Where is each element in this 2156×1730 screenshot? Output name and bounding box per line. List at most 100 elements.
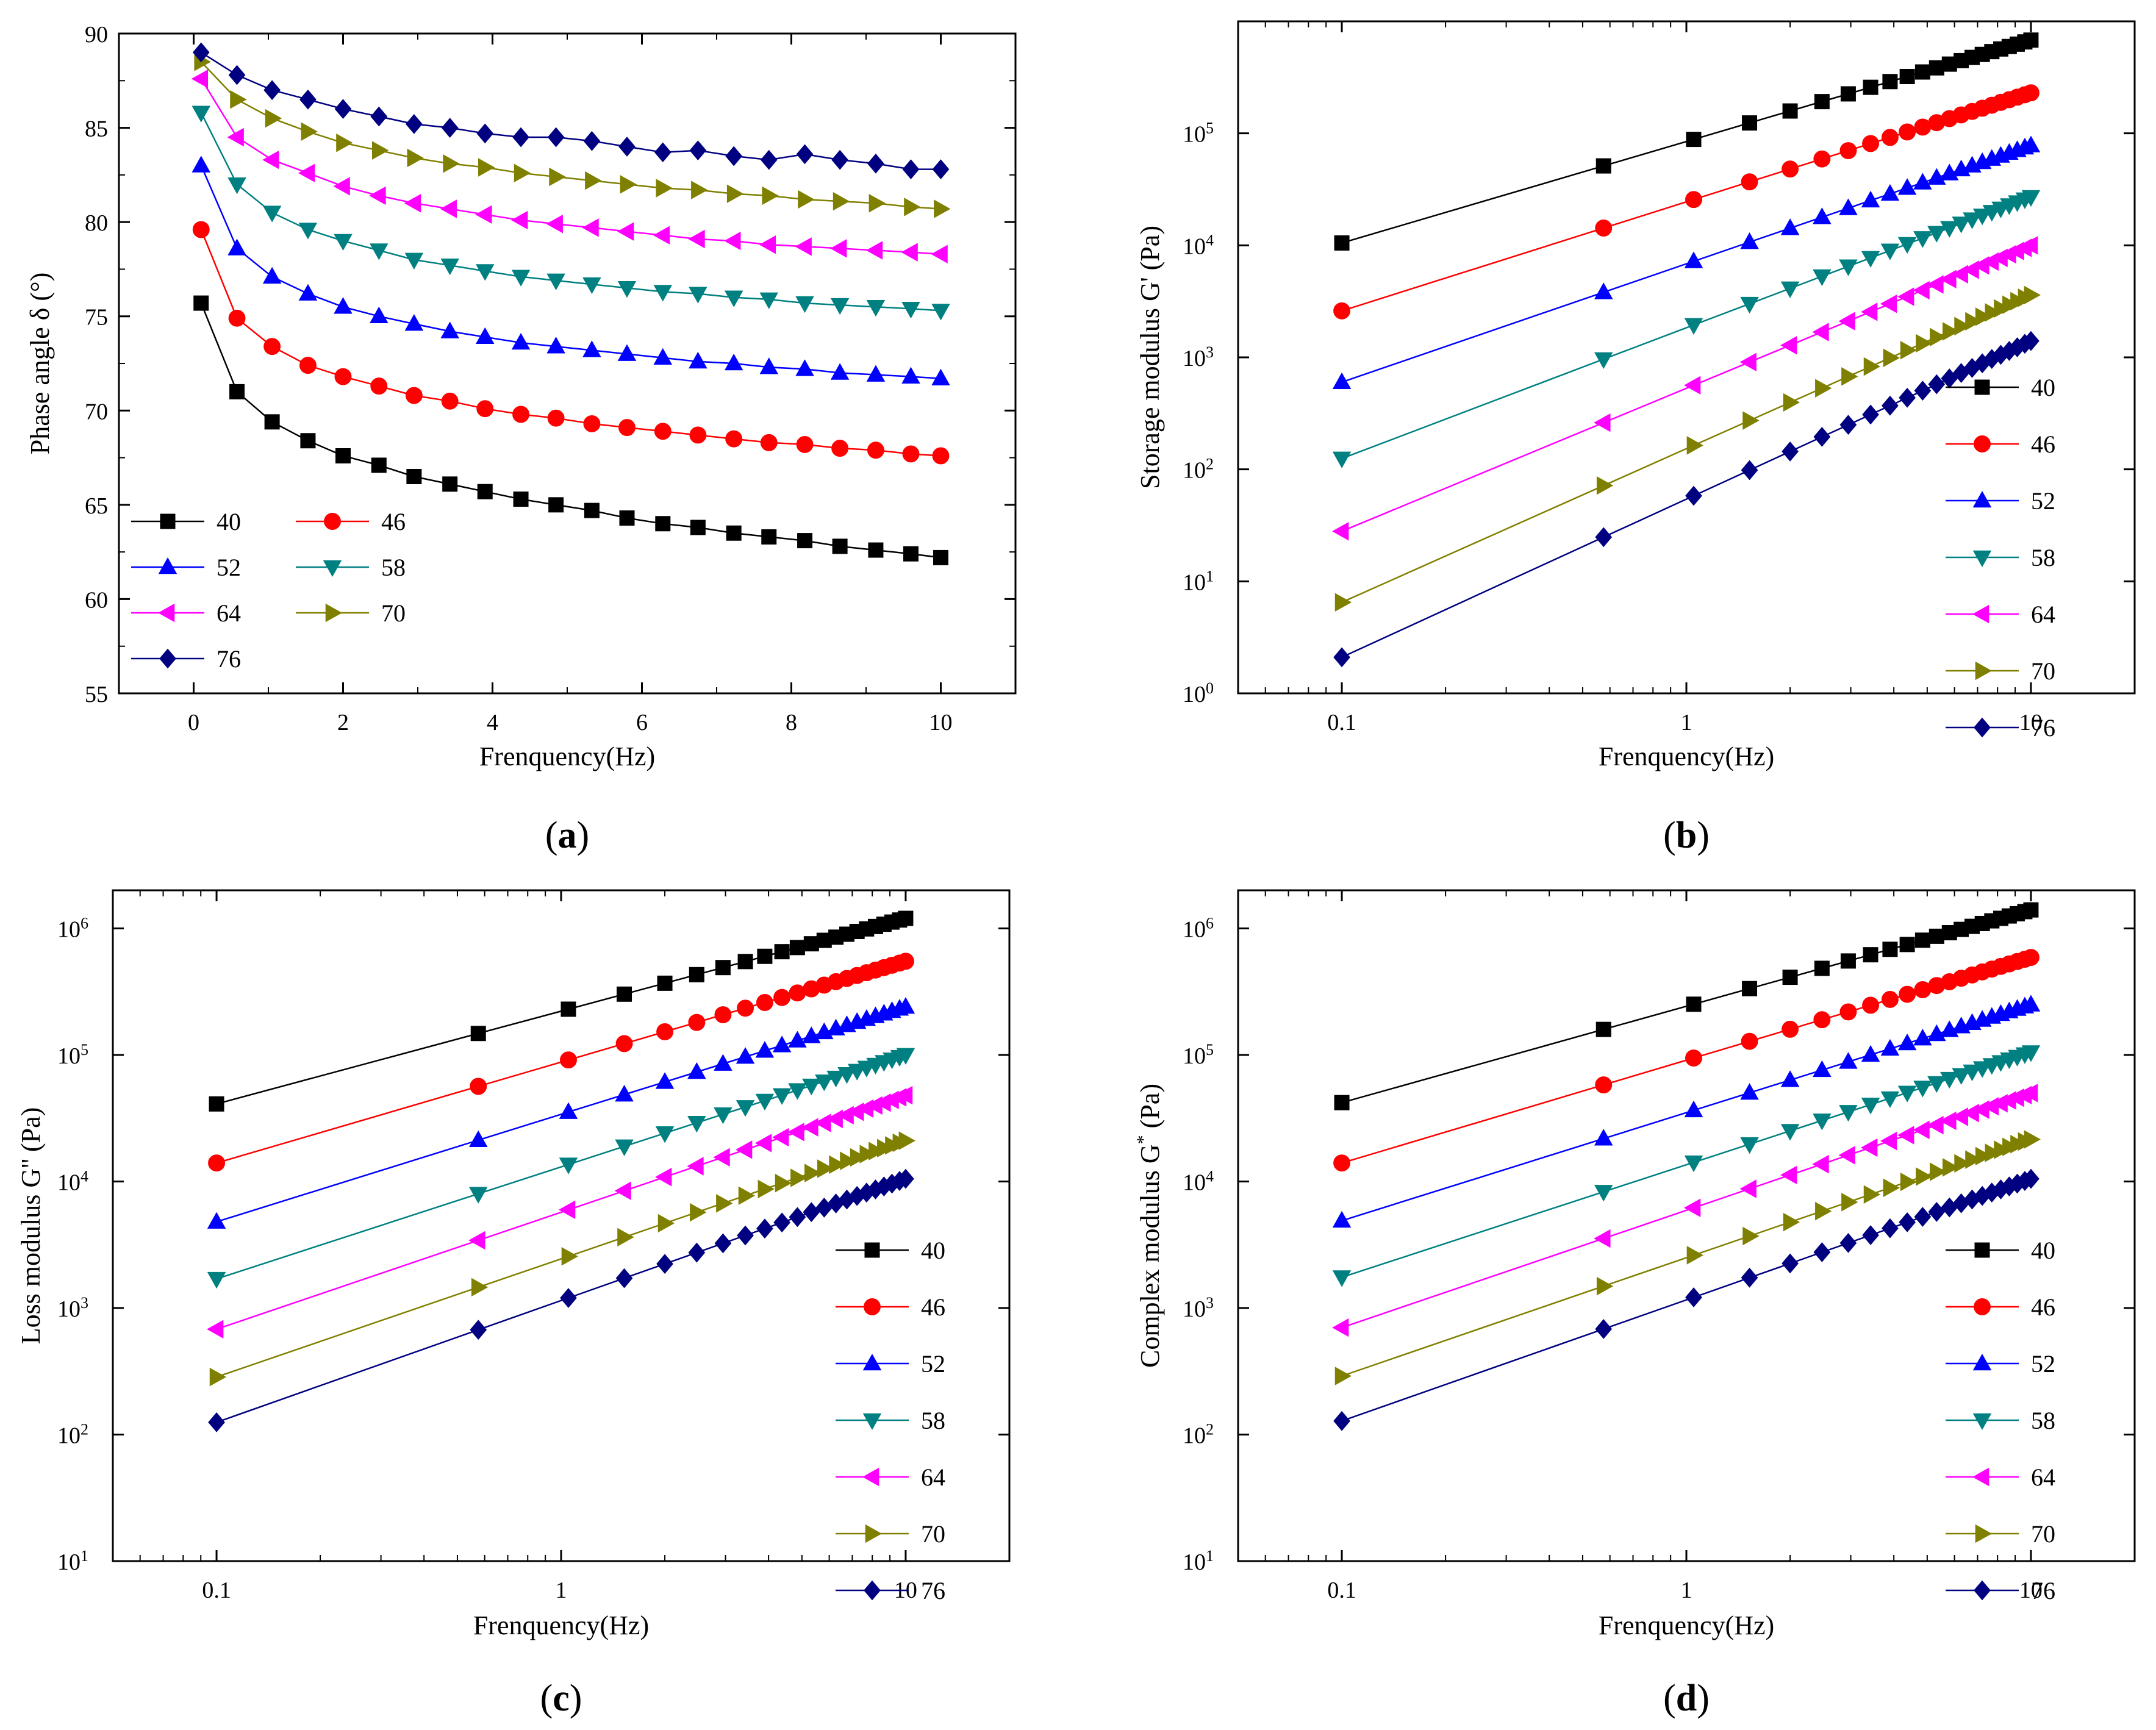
data-point xyxy=(1897,1033,1917,1051)
data-point xyxy=(468,1187,488,1204)
y-tick-exponent: 2 xyxy=(1206,455,1214,473)
data-point xyxy=(1839,142,1857,159)
plot-frame xyxy=(112,889,1011,1562)
data-point xyxy=(657,975,673,991)
data-point xyxy=(1780,1070,1800,1087)
data-point xyxy=(1596,1021,1611,1037)
series-46 xyxy=(208,953,914,1172)
data-point xyxy=(1841,1193,1858,1212)
series-70 xyxy=(1334,1130,2041,1385)
data-point xyxy=(1900,341,1918,360)
data-point xyxy=(737,1225,754,1246)
data-point xyxy=(896,1048,915,1065)
legend-label: 76 xyxy=(921,1577,945,1604)
data-point xyxy=(1595,1076,1613,1094)
data-point xyxy=(406,468,422,484)
data-point xyxy=(560,1051,577,1069)
data-point xyxy=(615,1035,633,1053)
data-point xyxy=(833,191,850,211)
data-point xyxy=(1780,335,1797,355)
data-point xyxy=(714,1054,732,1071)
data-point xyxy=(754,1134,772,1153)
series-76 xyxy=(192,42,950,179)
data-point xyxy=(2021,236,2038,255)
legend-item: 40 xyxy=(131,508,241,535)
legend-label: 46 xyxy=(2031,431,2055,458)
data-point xyxy=(737,999,754,1017)
data-point xyxy=(760,149,778,170)
data-point xyxy=(619,510,635,526)
data-point xyxy=(655,1167,672,1187)
data-point xyxy=(2023,32,2039,48)
data-point xyxy=(1952,1068,1971,1085)
data-point xyxy=(618,419,636,437)
data-point xyxy=(1684,1155,1703,1173)
data-point xyxy=(1334,593,1352,612)
legend-label: 76 xyxy=(217,645,241,673)
data-point xyxy=(1861,1098,1880,1115)
data-point xyxy=(1739,1179,1757,1198)
data-point xyxy=(817,1159,834,1178)
data-point xyxy=(1913,281,1930,300)
data-point xyxy=(1742,411,1760,430)
x-tick-label: 10 xyxy=(2019,1578,2043,1603)
legend-item: 52 xyxy=(1946,1350,2055,1378)
data-point xyxy=(1861,190,1880,208)
data-point xyxy=(801,1118,818,1137)
data-point xyxy=(208,1412,225,1432)
panel-label-paren: ) xyxy=(570,1678,582,1719)
data-point xyxy=(1929,60,1944,76)
data-point xyxy=(1683,376,1701,395)
data-point xyxy=(1940,221,1959,238)
legend-item: 70 xyxy=(296,599,406,627)
data-point xyxy=(263,80,281,101)
data-point xyxy=(1812,1154,1829,1174)
data-point xyxy=(262,206,282,223)
data-point xyxy=(370,106,388,127)
y-tick-exponent: 6 xyxy=(1206,914,1214,932)
data-point xyxy=(689,351,707,369)
data-point xyxy=(656,179,673,198)
y-tick-label: 103 xyxy=(1183,1293,1214,1322)
legend-marker xyxy=(1974,1580,1991,1601)
data-point xyxy=(804,1163,822,1182)
data-point xyxy=(725,430,743,448)
series-76 xyxy=(208,1168,914,1432)
data-point xyxy=(724,290,743,307)
panel-c: 0.1 1 10101102103104105106Frenquency(Hz)Lo… xyxy=(16,889,1011,1719)
data-point xyxy=(1596,1276,1614,1296)
y-tick-label: 106 xyxy=(1183,914,1214,943)
data-point xyxy=(1686,132,1702,148)
data-point xyxy=(334,99,352,120)
data-point xyxy=(867,153,884,174)
data-point xyxy=(772,1035,792,1053)
data-point xyxy=(549,167,566,187)
data-point xyxy=(1897,1085,1917,1103)
data-point xyxy=(688,1013,706,1031)
data-point xyxy=(654,423,672,440)
series-46 xyxy=(1333,949,2040,1172)
data-point xyxy=(1685,1049,1702,1067)
data-point xyxy=(1927,168,1946,185)
y-tick-label: 104 xyxy=(1183,231,1214,260)
legend-label: 58 xyxy=(2031,544,2055,571)
series-line xyxy=(200,61,941,210)
y-tick-exponent: 1 xyxy=(1206,1547,1214,1565)
data-point xyxy=(584,502,600,518)
data-point xyxy=(1741,460,1758,481)
data-point xyxy=(1838,312,1855,331)
data-point xyxy=(1899,387,1916,408)
legend-item: 52 xyxy=(836,1350,945,1378)
data-point xyxy=(620,175,637,194)
data-point xyxy=(1880,294,1897,313)
data-point xyxy=(227,238,246,256)
data-point xyxy=(209,1096,224,1112)
x-tick-label: 10 xyxy=(929,710,953,735)
data-point xyxy=(618,137,636,157)
data-point xyxy=(1332,451,1352,468)
data-point xyxy=(653,348,673,365)
legend-marker xyxy=(1974,379,1990,395)
legend-item: 40 xyxy=(1946,1237,2055,1264)
legend-label: 70 xyxy=(381,599,406,627)
legend-label: 40 xyxy=(217,508,241,535)
